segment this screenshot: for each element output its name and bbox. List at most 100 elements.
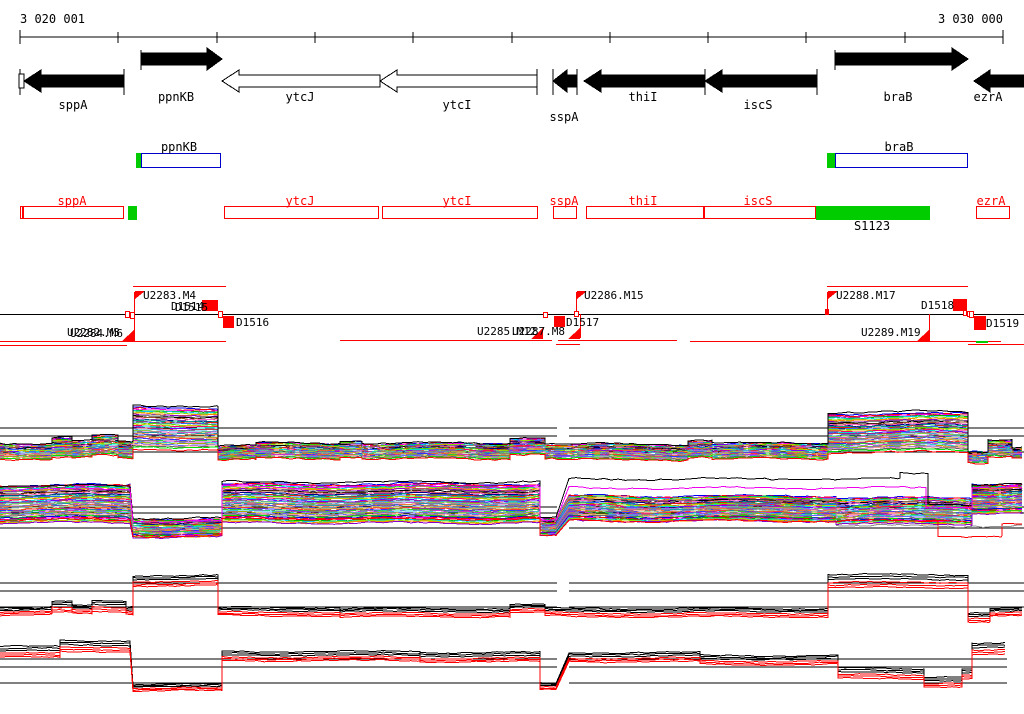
expression-curve [0,490,1023,526]
tag-box-filled[interactable] [554,316,565,327]
expression-curve [0,488,1023,525]
cds-box-sppA[interactable] [20,206,124,219]
expression-curve [0,486,1023,524]
down-flag-icon[interactable] [568,328,580,339]
cds-box-iscS[interactable] [704,206,816,219]
expression-curve [0,579,1023,620]
green-segment-S1123[interactable] [816,206,930,220]
tag-box-filled[interactable] [223,316,234,328]
transcript-start-ppnKB[interactable] [136,153,141,168]
tag-box-open[interactable] [130,312,135,319]
down-flag-icon[interactable] [531,328,543,339]
cds-label-sspA: sspA [549,194,579,208]
expression-curve [0,641,1006,687]
tag-box-filled[interactable] [974,316,986,330]
gene-arrow-ezrA[interactable] [973,69,1024,93]
tag-label-U2288.M17[interactable]: U2288.M17 [836,289,896,302]
down-flag-icon[interactable] [122,330,134,341]
transcript-start-braB[interactable] [827,153,835,168]
tag-box-open[interactable] [969,311,974,318]
expression-curve [0,471,1023,521]
down-flag-icon[interactable] [917,330,929,341]
gene-arrow-iscS[interactable] [704,69,818,93]
expression-curve [0,493,1023,528]
gene-arrow-thiI[interactable] [583,69,706,93]
tag-transcript-line [558,340,677,341]
cds-label-ezrA: ezrA [976,194,1006,208]
expression-curve [0,639,1006,686]
tag-box-filled[interactable] [953,299,967,311]
tag-label-U2282.M3[interactable]: U2282.M3 [67,326,120,339]
tag-box-filled[interactable] [202,300,218,311]
gene-label-ppnKB: ppnKB [157,90,195,104]
transcript-box-ppnKB[interactable] [141,153,221,168]
tag-box-filled[interactable] [825,309,829,315]
cds-box-ytcI[interactable] [382,206,538,219]
tag-baseline [0,314,1024,315]
expression-curve [0,446,1023,464]
expression-curve [0,577,1023,618]
tag-label-U2284.M6[interactable]: U2284.M6 [70,327,123,340]
tag-label-U2289.M19[interactable]: U2289.M19 [861,326,921,339]
gene-label-thiI: thiI [628,90,658,104]
tag-pole [576,292,577,314]
expression-curve [0,511,1023,540]
gene-label-ytcI: ytcI [442,98,472,112]
expression-curve [0,516,1023,539]
green-segment-promoter-green[interactable] [128,206,137,220]
up-flag-icon[interactable] [577,291,587,299]
tag-label-D1516[interactable]: D1516 [236,316,270,329]
transcript-label-ppnKB: ppnKB [160,140,198,154]
expression-curve [0,650,1006,693]
gene-arrow-ytcJ[interactable] [221,69,381,93]
tag-transcript-line [556,344,580,345]
up-flag-icon[interactable] [828,291,838,299]
cds-box-sspA[interactable] [553,206,577,219]
cds-box-ezrA[interactable] [976,206,1010,219]
tag-label-U2287.M8[interactable]: U2287.M8 [512,325,565,338]
transcript-label-braB: braB [884,140,914,154]
expression-curve [0,448,1023,465]
tag-transcript-line [340,340,552,341]
tag-label-U2286.M15[interactable]: U2286.M15 [584,289,644,302]
gene-arrow-ppnKB[interactable] [140,47,223,71]
tag-transcript-line [0,341,226,342]
gene-arrow-sspA[interactable] [552,68,578,94]
cds-box-thiI[interactable] [586,206,704,219]
expression-curve [0,443,1023,463]
tag-label-U2285.M12[interactable]: U2285.M12 [477,325,537,338]
green-segment-label: S1123 [853,219,891,233]
expression-curve [835,523,1023,529]
tag-box-open[interactable] [543,312,548,318]
gene-arrow-sppA[interactable] [23,69,125,93]
tag-label-D1514[interactable]: D1514 [171,300,205,313]
expression-curve [0,431,1023,461]
gene-label-sspA: sspA [549,110,579,124]
expression-curve [0,404,1023,454]
tag-transcript-line [827,286,968,287]
tag-transcript-line [690,341,1001,342]
expression-curve [0,582,1023,622]
tag-pole [580,314,581,338]
tag-label-D1519[interactable]: D1519 [986,317,1020,330]
cds-box-ytcJ[interactable] [224,206,379,219]
transcript-box-braB[interactable] [835,153,968,168]
expression-curve [0,493,1023,528]
tag-label-D1517[interactable]: D1517 [566,316,600,329]
gene-arrow-ytcI[interactable] [379,69,538,93]
gene-arrow-braB[interactable] [834,47,969,71]
gene-label-braB: braB [883,90,913,104]
tag-label-D1518[interactable]: D1518 [921,299,955,312]
ruler-end-label: 3 030 000 [937,12,1003,26]
tag-box-open[interactable] [963,310,967,316]
tag-label-D1515[interactable]: D1515 [175,301,209,314]
expression-curve [0,648,1006,692]
tag-box-open[interactable] [574,311,579,317]
tag-box-open[interactable] [125,311,130,318]
tag-label-U2283.M4[interactable]: U2283.M4 [143,289,196,302]
expression-curve [0,646,1006,690]
up-flag-icon[interactable] [135,291,145,299]
tag-box-open[interactable] [218,311,223,318]
